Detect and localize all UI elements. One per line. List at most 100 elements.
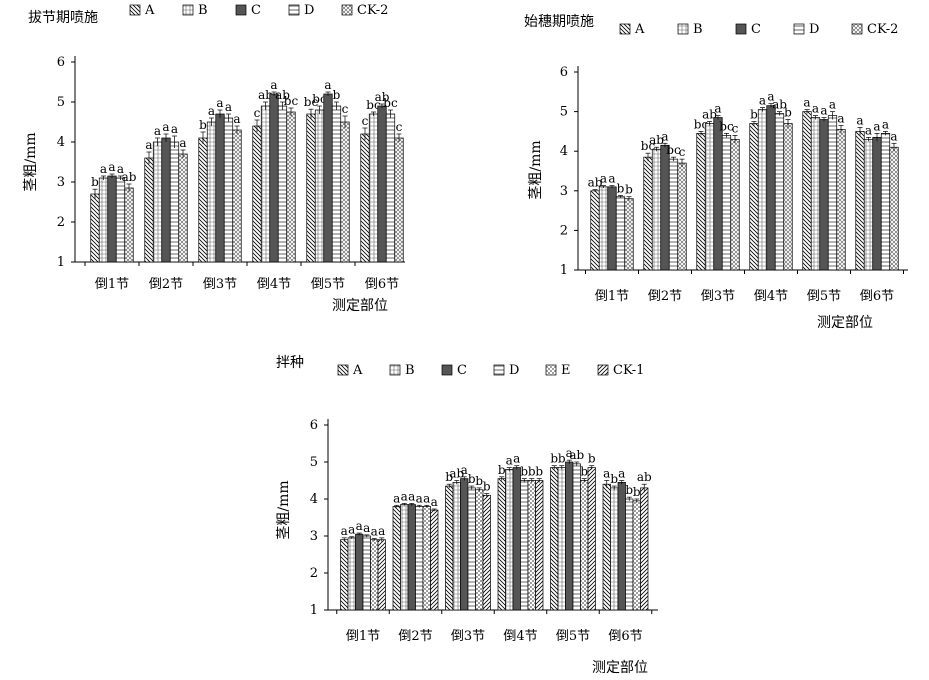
bar-A-倒5节 bbox=[306, 113, 316, 263]
legend-label-B: B bbox=[198, 3, 208, 18]
significance-label: a bbox=[401, 489, 408, 503]
bar-E-倒6节 bbox=[632, 500, 641, 611]
significance-label: a bbox=[812, 102, 819, 116]
bar-A-倒3节 bbox=[445, 485, 454, 611]
bar-B-倒3节 bbox=[452, 482, 461, 611]
bar-B-倒3节 bbox=[206, 121, 217, 263]
significance-label: b bbox=[483, 479, 491, 493]
y-tick-label: 6 bbox=[57, 55, 65, 70]
bar-D-倒2节 bbox=[668, 158, 679, 271]
category-label: 倒1节 bbox=[595, 289, 629, 304]
significance-label: a bbox=[348, 523, 355, 537]
bar-B-倒1节 bbox=[98, 177, 109, 263]
significance-label: b bbox=[580, 465, 588, 479]
category-label: 倒4节 bbox=[754, 289, 788, 304]
significance-label: ab bbox=[375, 90, 390, 104]
bar-E-倒3节 bbox=[475, 489, 484, 611]
significance-label: b bbox=[535, 465, 543, 479]
bar-CK-2-倒3节 bbox=[730, 138, 740, 271]
x-axis-label: 测定部位 bbox=[817, 315, 873, 331]
significance-label: b bbox=[784, 106, 792, 120]
bar-A-倒2节 bbox=[643, 156, 653, 271]
bar-D-倒3节 bbox=[467, 487, 476, 611]
bar-A-倒1节 bbox=[590, 190, 600, 271]
bar-E-倒5节 bbox=[580, 480, 589, 611]
bar-A-倒4节 bbox=[252, 125, 262, 263]
bar-B-倒1节 bbox=[598, 186, 609, 271]
category-label: 倒2节 bbox=[149, 277, 183, 292]
significance-label: a bbox=[356, 519, 363, 533]
y-tick-label: 2 bbox=[560, 223, 568, 238]
x-axis-label: 测定部位 bbox=[332, 298, 388, 314]
bar-B-倒2节 bbox=[651, 148, 662, 271]
bar-C-倒2节 bbox=[660, 144, 670, 271]
y-axis-label: 茎粗/mm bbox=[23, 132, 39, 191]
legend-swatch-C bbox=[235, 4, 247, 16]
y-axis-label: 茎粗/mm bbox=[528, 140, 544, 199]
category-label: 倒4节 bbox=[503, 629, 537, 644]
y-tick-label: 3 bbox=[560, 184, 568, 199]
significance-label: b bbox=[550, 452, 558, 466]
significance-label: b bbox=[617, 182, 625, 196]
y-tick-label: 6 bbox=[310, 418, 318, 433]
bar-A-倒6节 bbox=[602, 483, 611, 611]
bar-C-倒1节 bbox=[107, 175, 117, 263]
bar-B-倒2节 bbox=[152, 141, 163, 263]
significance-label: b bbox=[520, 465, 528, 479]
significance-label: a bbox=[600, 172, 607, 186]
y-tick-label: 3 bbox=[310, 529, 318, 544]
bar-E-倒2节 bbox=[422, 506, 431, 611]
category-label: 倒6节 bbox=[608, 629, 642, 644]
y-tick-label: 5 bbox=[310, 455, 318, 470]
significance-label: a bbox=[873, 119, 880, 133]
significance-label: ab bbox=[122, 170, 137, 184]
bar-C-倒3节 bbox=[713, 117, 723, 271]
significance-label: a bbox=[324, 78, 331, 92]
bar-D-倒1节 bbox=[615, 196, 626, 271]
bar-C-倒1节 bbox=[607, 186, 617, 271]
bar-D-倒6节 bbox=[385, 113, 396, 263]
significance-label: a bbox=[865, 123, 872, 137]
bar-C-倒2节 bbox=[407, 504, 416, 611]
bar-A-倒6节 bbox=[360, 133, 370, 263]
legend-label-D: D bbox=[809, 22, 819, 37]
legend-swatch-A bbox=[129, 4, 141, 16]
significance-label: a bbox=[233, 112, 240, 126]
legend-swatch-A bbox=[337, 364, 349, 376]
significance-label: c bbox=[342, 102, 349, 116]
y-tick-label: 4 bbox=[310, 492, 318, 507]
legend-swatch-E bbox=[545, 364, 557, 376]
bar-C-倒5节 bbox=[323, 93, 333, 263]
bar-D-倒4节 bbox=[774, 113, 785, 271]
significance-label: b bbox=[498, 463, 506, 477]
legend-label-E: E bbox=[561, 363, 571, 378]
significance-label: a bbox=[837, 111, 844, 125]
bar-C-倒1节 bbox=[355, 533, 364, 611]
significance-label: a bbox=[618, 467, 625, 481]
bar-CK-1-倒5节 bbox=[587, 467, 596, 611]
category-label: 倒1节 bbox=[346, 629, 380, 644]
significance-label: a bbox=[566, 446, 573, 460]
category-label: 倒2节 bbox=[398, 629, 432, 644]
significance-label: a bbox=[506, 454, 513, 468]
category-label: 倒4节 bbox=[257, 277, 291, 292]
y-axis-label: 茎粗/mm bbox=[276, 480, 292, 539]
significance-label: c bbox=[362, 114, 369, 128]
significance-label: b bbox=[588, 452, 596, 466]
significance-label: a bbox=[820, 104, 827, 118]
significance-label: a bbox=[378, 524, 385, 538]
significance-label: b bbox=[625, 483, 633, 497]
legend-swatch-B bbox=[677, 23, 689, 35]
legend-label-A: A bbox=[352, 363, 363, 378]
significance-label: a bbox=[856, 113, 863, 127]
chart-title: 拌种 bbox=[276, 355, 304, 371]
bar-CK-2-倒5节 bbox=[340, 121, 350, 263]
bar-B-倒6节 bbox=[863, 138, 874, 271]
bar-D-倒5节 bbox=[572, 463, 581, 611]
significance-label: a bbox=[714, 102, 721, 116]
significance-label: c bbox=[732, 121, 739, 135]
bar-D-倒3节 bbox=[223, 117, 234, 263]
legend-label-D: D bbox=[509, 363, 519, 378]
bar-CK-2-倒2节 bbox=[178, 153, 188, 263]
